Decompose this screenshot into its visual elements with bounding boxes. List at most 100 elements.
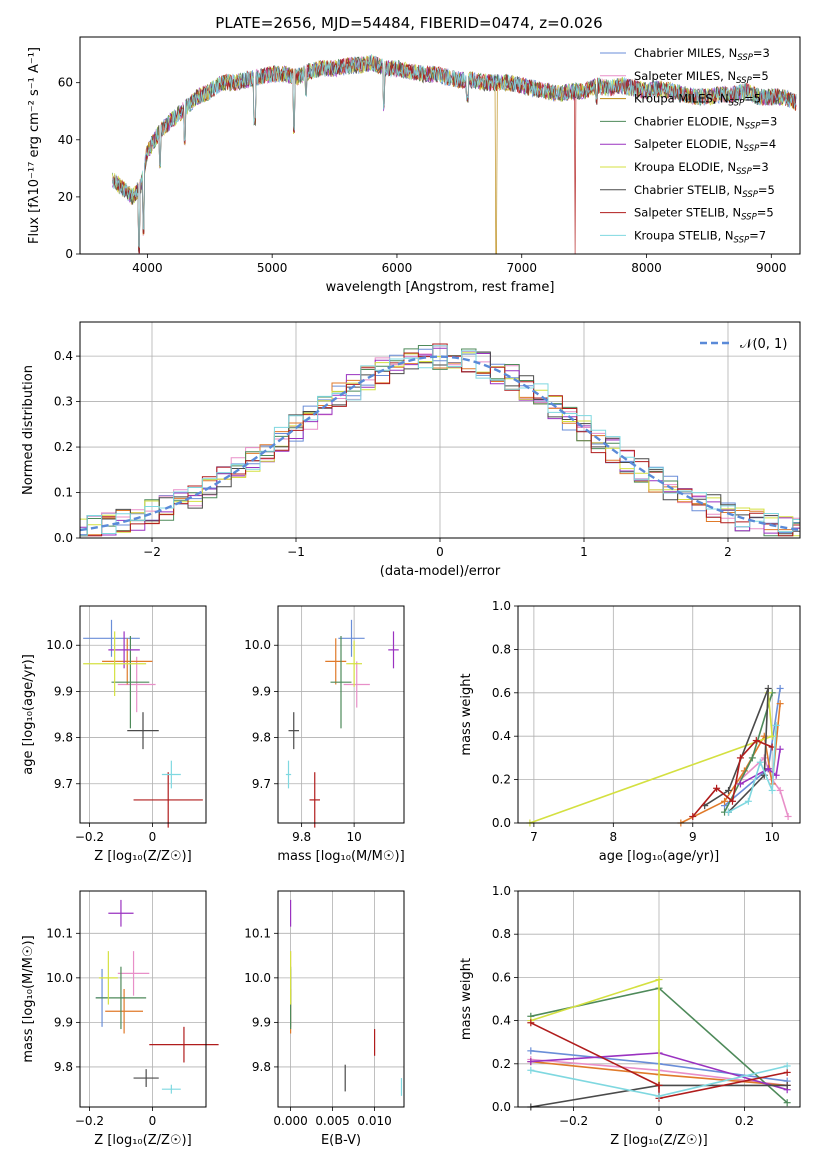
y-axis-label: mass weight bbox=[459, 958, 474, 1040]
y-tick-label: 9.9 bbox=[252, 684, 271, 698]
y-tick-label: 0.0 bbox=[54, 531, 73, 545]
y-tick-label: 10.1 bbox=[244, 926, 271, 940]
chart-title: PLATE=2656, MJD=54484, FIBERID=0474, z=0… bbox=[215, 14, 602, 32]
y-tick-label: 9.9 bbox=[252, 1015, 271, 1029]
x-tick-label: 5000 bbox=[257, 261, 288, 275]
x-tick-label: 7 bbox=[530, 830, 538, 844]
y-tick-label: 10.0 bbox=[244, 971, 271, 985]
y-tick-label: 9.8 bbox=[54, 731, 73, 745]
x-tick-label: 9 bbox=[689, 830, 697, 844]
histogram-step bbox=[80, 345, 800, 537]
y-tick-label: 0.8 bbox=[492, 642, 511, 656]
y-tick-label: 9.8 bbox=[252, 1060, 271, 1074]
y-axis-label: mass weight bbox=[459, 673, 474, 755]
errorbar-panel: 0.000 0.005 0.010 9.8 9.9 10.0 10.1 E(B-V) bbox=[244, 890, 405, 1148]
x-tick-label: −1 bbox=[287, 545, 305, 559]
residual-panel: 𝒩(0, 1) −2 −1 0 1 2 0.0 0.1 0.2 0.3 0.4 (data-model… bbox=[21, 321, 801, 579]
x-tick-label: 8 bbox=[610, 830, 618, 844]
y-tick-label: 10.0 bbox=[46, 638, 73, 652]
axes-frame bbox=[79, 605, 207, 824]
x-tick-label: 0.005 bbox=[315, 1114, 349, 1128]
weight-line bbox=[692, 739, 773, 818]
x-tick-label: 7000 bbox=[506, 261, 537, 275]
y-tick-label: 0.3 bbox=[54, 395, 73, 409]
legend-label: Salpeter MILES, NSSP=5 bbox=[634, 69, 769, 86]
x-axis-label: Z [log₁₀(Z/Z☉)] bbox=[94, 849, 191, 864]
errorbar-panel: −0.2 0 9.8 9.9 10.0 10.1 Z [log₁₀(Z/Z☉)] mass [… bbox=[21, 890, 219, 1148]
x-tick-label: −0.2 bbox=[75, 830, 104, 844]
y-tick-label: 9.8 bbox=[252, 731, 271, 745]
spectrum-line bbox=[112, 56, 797, 255]
legend-label: Salpeter STELIB, NSSP=5 bbox=[634, 206, 774, 223]
x-tick-label: 9.8 bbox=[292, 830, 311, 844]
y-tick-label: 60 bbox=[58, 76, 73, 90]
legend-label: Kroupa STELIB, NSSP=7 bbox=[634, 228, 766, 245]
weight-line bbox=[530, 1022, 788, 1100]
y-tick-label: 10.0 bbox=[46, 971, 73, 985]
x-tick-label: −0.2 bbox=[75, 1114, 104, 1128]
legend-label: Salpeter ELODIE, NSSP=4 bbox=[634, 137, 776, 154]
x-tick-label: 0.010 bbox=[357, 1114, 391, 1128]
y-tick-label: 0.4 bbox=[492, 1014, 511, 1028]
y-tick-label: 0 bbox=[65, 247, 73, 261]
x-tick-label: 2 bbox=[724, 545, 732, 559]
histogram-step bbox=[80, 352, 800, 537]
y-axis-label: mass [log₁₀(M/M☉)] bbox=[21, 935, 36, 1062]
x-tick-label: 0.2 bbox=[735, 1114, 754, 1128]
x-axis-label: E(B-V) bbox=[321, 1133, 361, 1148]
x-tick-label: −2 bbox=[143, 545, 161, 559]
legend-label: Chabrier STELIB, NSSP=5 bbox=[634, 183, 775, 200]
x-tick-label: 10 bbox=[765, 830, 780, 844]
y-tick-label: 0.4 bbox=[492, 729, 511, 743]
weight-line bbox=[704, 688, 769, 813]
y-tick-label: 0.0 bbox=[492, 1100, 511, 1114]
weight-line bbox=[740, 749, 781, 785]
x-tick-label: 6000 bbox=[382, 261, 413, 275]
y-tick-label: 9.8 bbox=[54, 1060, 73, 1074]
x-tick-label: 8000 bbox=[631, 261, 662, 275]
y-tick-label: 9.7 bbox=[54, 777, 73, 791]
massweight-panel: −0.2 0 0.2 0.0 0.2 0.4 0.6 0.8 1.0 Z [log₁₀(Z/Z☉)… bbox=[459, 884, 801, 1148]
axes-frame bbox=[79, 890, 207, 1108]
y-tick-label: 0.2 bbox=[492, 773, 511, 787]
y-tick-label: 0.1 bbox=[54, 486, 73, 500]
y-tick-label: 10.0 bbox=[244, 638, 271, 652]
x-tick-label: −0.2 bbox=[559, 1114, 588, 1128]
gaussian-curve bbox=[80, 355, 800, 532]
y-tick-label: 0.8 bbox=[492, 927, 511, 941]
x-tick-label: 0 bbox=[149, 830, 157, 844]
y-tick-label: 40 bbox=[58, 133, 73, 147]
y-tick-label: 0.0 bbox=[492, 816, 511, 830]
y-tick-label: 0.6 bbox=[492, 970, 511, 984]
y-tick-label: 10.1 bbox=[46, 926, 73, 940]
legend-label: 𝒩(0, 1) bbox=[740, 337, 787, 352]
y-tick-label: 1.0 bbox=[492, 599, 511, 613]
y-tick-label: 0.2 bbox=[492, 1057, 511, 1071]
x-axis-label: Z [log₁₀(Z/Z☉)] bbox=[94, 1133, 191, 1148]
x-axis-label: (data-model)/error bbox=[380, 564, 501, 579]
x-tick-label: 9000 bbox=[756, 261, 787, 275]
errorbar-panel: 9.8 10 9.7 9.8 9.9 10.0 mass [log₁₀(M/M☉)] bbox=[244, 605, 405, 864]
histograms bbox=[80, 343, 800, 537]
y-axis-label: Flux [fλ10⁻¹⁷ erg cm⁻² s⁻¹ A⁻¹] bbox=[27, 47, 42, 244]
x-tick-label: 4000 bbox=[132, 261, 163, 275]
legend-label: Chabrier MILES, NSSP=3 bbox=[634, 46, 770, 63]
y-tick-label: 1.0 bbox=[492, 884, 511, 898]
spectrum-panel: PLATE=2656, MJD=54484, FIBERID=0474, z=0… bbox=[27, 14, 801, 295]
y-axis-label: Normed distribution bbox=[21, 365, 36, 495]
axes-frame bbox=[277, 890, 405, 1108]
x-tick-label: 10 bbox=[346, 830, 361, 844]
y-tick-label: 0.2 bbox=[54, 440, 73, 454]
x-tick-label: 0.000 bbox=[273, 1114, 307, 1128]
massweight-panel: 7 8 9 10 0.0 0.2 0.4 0.6 0.8 1.0 age [log₁₀(age/yr… bbox=[459, 599, 801, 864]
y-tick-label: 0.6 bbox=[492, 686, 511, 700]
x-axis-label: Z [log₁₀(Z/Z☉)] bbox=[610, 1133, 707, 1148]
y-tick-label: 9.9 bbox=[54, 684, 73, 698]
x-tick-label: 0 bbox=[436, 545, 444, 559]
legend-label: Chabrier ELODIE, NSSP=3 bbox=[634, 114, 777, 131]
y-axis-label: age [log₁₀(age/yr)] bbox=[21, 654, 36, 775]
x-tick-label: 1 bbox=[580, 545, 588, 559]
axes-frame bbox=[79, 36, 801, 255]
axes-frame bbox=[277, 605, 405, 824]
axes-frame bbox=[517, 605, 801, 824]
